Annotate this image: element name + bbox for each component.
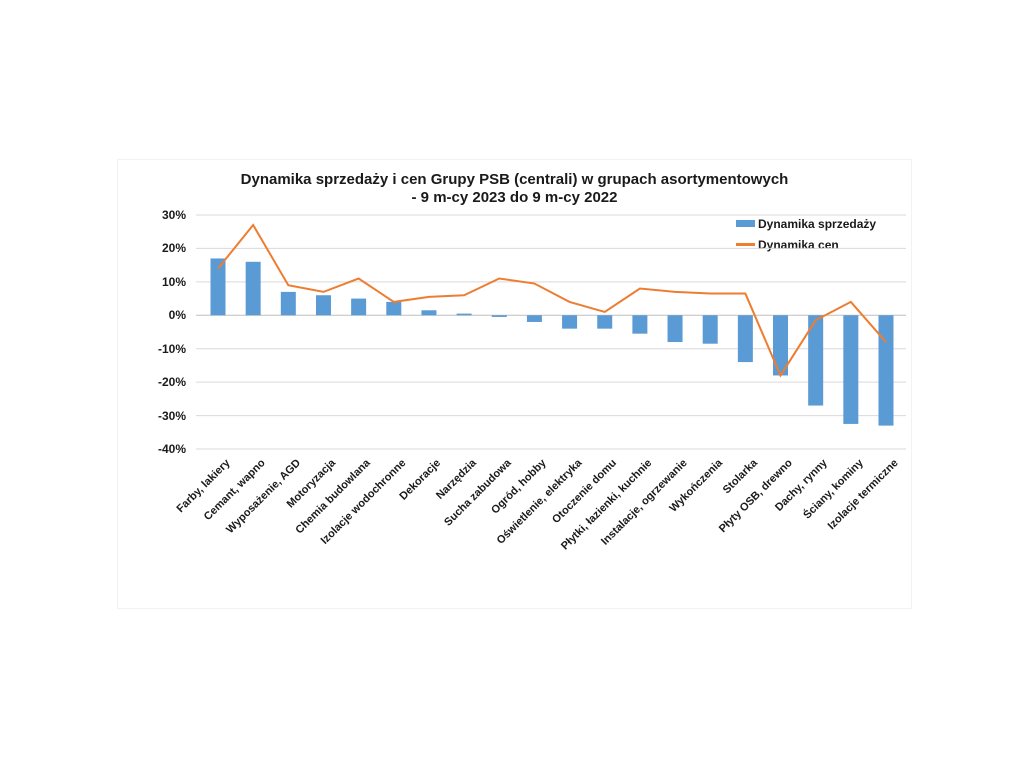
y-axis-tick-label: 10% (161, 274, 186, 289)
sales-bar (456, 313, 472, 316)
sales-bar (597, 315, 613, 329)
sales-bar (632, 315, 648, 334)
line-series-swatch-icon (736, 243, 755, 246)
sales-bar (808, 315, 824, 406)
sales-bar (526, 315, 542, 322)
y-axis-tick-label: 20% (161, 241, 186, 256)
sales-bar (421, 310, 437, 316)
price-line (217, 223, 887, 378)
y-axis-tick-label: -20% (157, 375, 186, 390)
legend-label-sales: Dynamika sprzedaży (758, 216, 877, 231)
bar-series-swatch-icon (736, 220, 755, 227)
legend-item-sales: Dynamika sprzedaży (736, 213, 876, 234)
sales-bar (667, 315, 683, 343)
sales-bar (280, 291, 296, 316)
y-axis-tick-label: -40% (157, 442, 186, 456)
plot-svg (196, 214, 906, 450)
sales-bar (245, 261, 261, 316)
sales-bar (878, 315, 894, 426)
y-axis-tick-label: 30% (161, 208, 186, 222)
chart-title-line1: Dynamika sprzedaży i cen Grupy PSB (cent… (240, 171, 789, 188)
y-axis-tick-label: 0% (168, 308, 186, 323)
chart-title: Dynamika sprzedaży i cen Grupy PSB (cent… (118, 171, 911, 207)
sales-bar (562, 315, 578, 329)
y-axis-tick-label: -30% (157, 408, 186, 423)
sales-bar (315, 295, 331, 316)
sales-bar (491, 315, 507, 317)
sales-bar (737, 315, 753, 363)
sales-bar (843, 315, 859, 424)
chart-panel: Dynamika sprzedaży i cen Grupy PSB (cent… (117, 159, 912, 609)
sales-bar (773, 315, 789, 376)
sales-bar (386, 301, 402, 316)
chart-title-line2: - 9 m-cy 2023 do 9 m-cy 2022 (411, 189, 618, 206)
sales-bar (351, 298, 367, 316)
y-axis-tick-label: -10% (157, 341, 186, 356)
legend: Dynamika sprzedaży Dynamika cen (736, 213, 876, 255)
sales-bar (702, 315, 718, 344)
sales-bar (210, 258, 226, 316)
